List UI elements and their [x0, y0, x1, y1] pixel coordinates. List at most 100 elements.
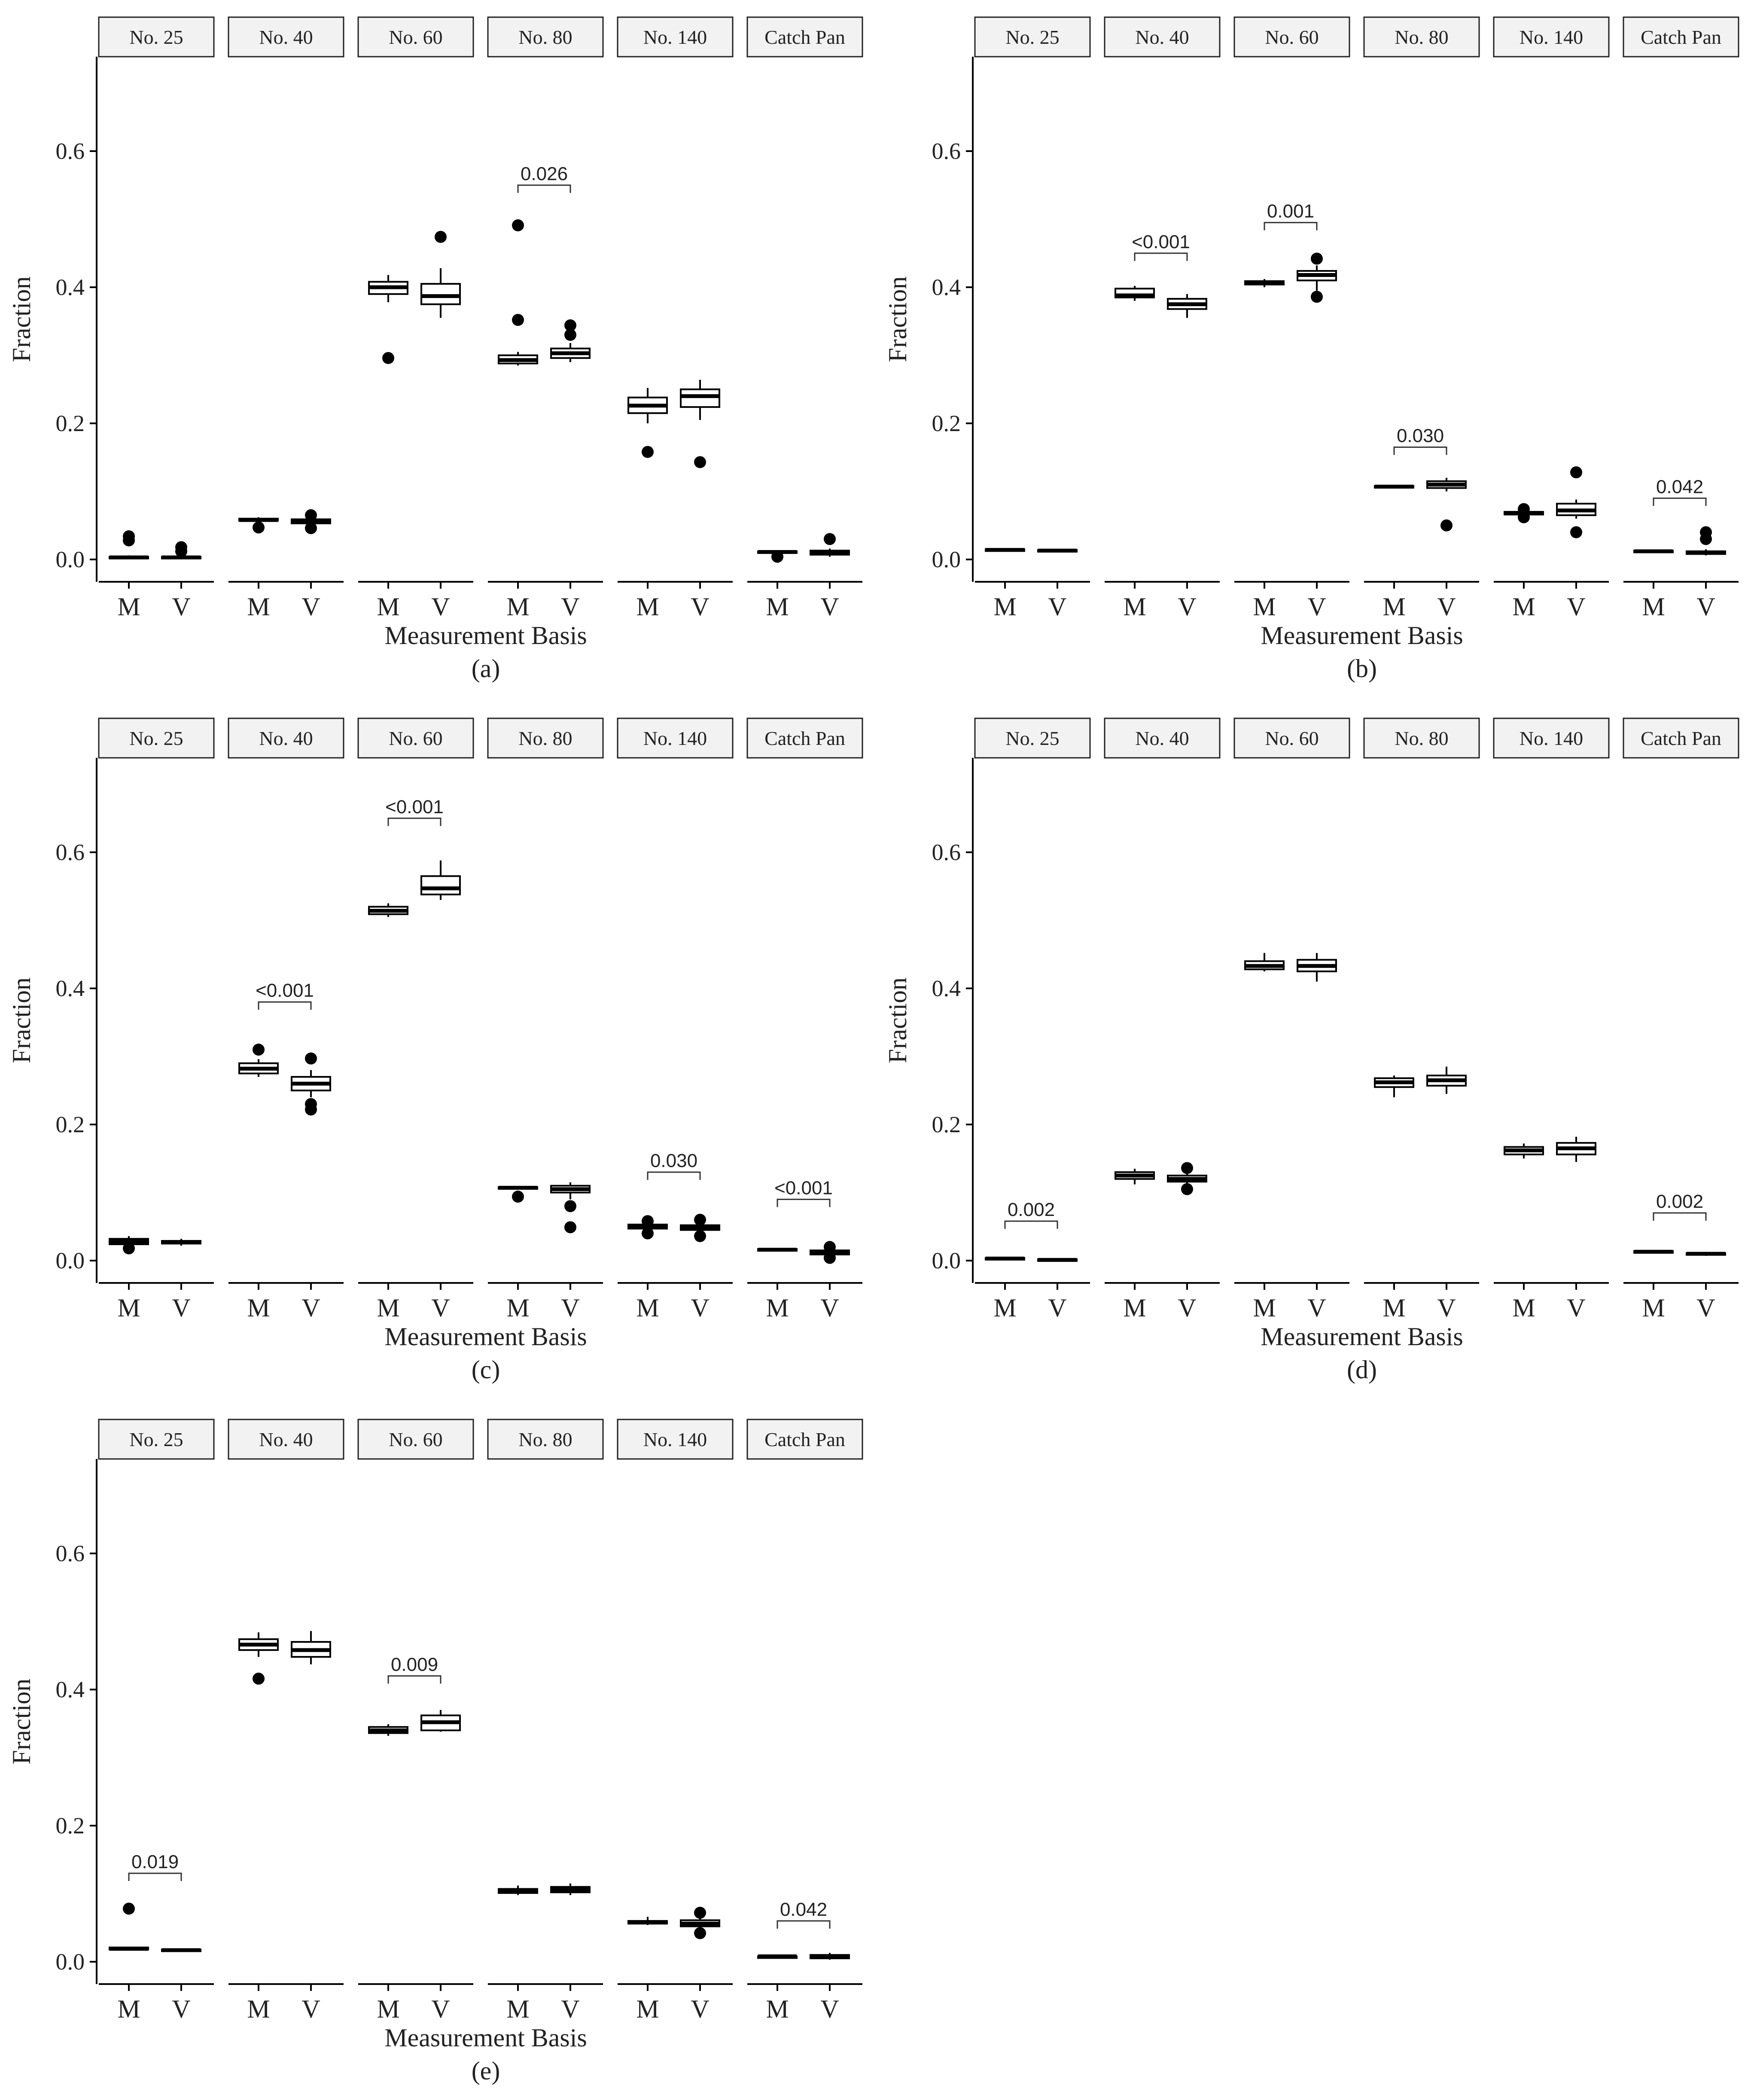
- box-M: [627, 1917, 668, 1925]
- box-V: [1297, 252, 1337, 303]
- facet-strip: [1104, 16, 1221, 58]
- significance-label: <0.001: [1132, 231, 1190, 252]
- significance-label: 0.026: [521, 163, 568, 184]
- box-V: [1297, 953, 1337, 982]
- facet-strip-label: No. 25: [1005, 727, 1059, 749]
- x-tick-label: M: [247, 1995, 270, 2023]
- facet-strip-label: Catch Pan: [764, 1428, 845, 1450]
- y-axis-title: Fraction: [883, 277, 912, 362]
- facet-strip: [746, 1419, 863, 1460]
- facet-5: Catch Pan M V <0.001: [746, 717, 863, 1322]
- significance-bracket: [1653, 1212, 1707, 1221]
- box-V: [1037, 548, 1078, 553]
- facet-3: No. 80 M V: [487, 1419, 604, 2023]
- significance-bracket: [647, 1171, 701, 1180]
- outlier-point: [253, 521, 265, 534]
- box-M: [1374, 484, 1414, 489]
- box-M: [1504, 503, 1544, 523]
- facet-strip: [617, 16, 734, 58]
- box-M: [238, 517, 279, 534]
- outlier-point: [1570, 526, 1582, 538]
- x-tick-label: M: [506, 1294, 529, 1322]
- x-tick-label: M: [377, 1294, 399, 1322]
- y-tick-label: 0.4: [932, 274, 961, 300]
- outlier-point: [435, 231, 447, 243]
- y-tick-label: 0.4: [932, 976, 961, 1001]
- panel-svg: 0.0 0.2 0.4 0.6 Fraction No. 25 M V 0.002 No. 40 M…: [883, 717, 1739, 1384]
- x-tick-label: V: [1696, 1294, 1715, 1322]
- facet-strip-label: No. 140: [1520, 727, 1583, 749]
- x-tick-label: M: [1383, 593, 1405, 621]
- box-M: [627, 388, 668, 458]
- outlier-point: [175, 541, 187, 553]
- x-tick-label: M: [117, 593, 140, 621]
- x-axis-title: Measurement Basis: [1261, 621, 1463, 650]
- panel-svg: 0.0 0.2 0.4 0.6 Fraction No. 25 M V No. 40 M V <0.0…: [7, 717, 863, 1384]
- significance-bracket: [1004, 1220, 1058, 1229]
- y-tick-label: 0.2: [56, 1112, 85, 1137]
- facet-strip-label: No. 60: [1265, 26, 1319, 48]
- significance-label: <0.001: [256, 980, 314, 1001]
- x-tick-label: M: [1512, 1294, 1535, 1322]
- facet-0: No. 25 M V 0.002: [974, 717, 1091, 1322]
- significance-bracket: [777, 1920, 831, 1929]
- facet-strip: [974, 16, 1091, 58]
- y-axis-title: Fraction: [883, 978, 912, 1064]
- facet-strip: [228, 16, 344, 58]
- x-tick-label: V: [301, 593, 320, 621]
- box-V: [680, 1906, 720, 1939]
- facet-strip-label: No. 25: [129, 1428, 183, 1450]
- x-tick-label: V: [1048, 593, 1066, 621]
- y-tick-label: 0.0: [56, 1248, 85, 1273]
- box-iqr: [420, 283, 461, 305]
- outlier-point: [642, 1227, 654, 1240]
- y-tick-label: 0.2: [932, 1112, 961, 1137]
- box-M: [757, 1954, 798, 1959]
- x-tick-label: M: [1512, 593, 1535, 621]
- significance-label: 0.001: [1267, 201, 1314, 222]
- x-tick-label: M: [1642, 593, 1665, 621]
- outlier-point: [824, 1241, 836, 1253]
- box-M: [1115, 286, 1155, 301]
- box-M: [238, 1632, 279, 1685]
- facet-3: No. 80 M V: [1363, 717, 1480, 1322]
- facet-4: No. 140 M V: [1493, 16, 1610, 621]
- facet-strip: [1233, 717, 1350, 759]
- box-M: [985, 1256, 1025, 1261]
- outlier-point: [1700, 526, 1712, 538]
- facet-3: No. 80 M V 0.026: [487, 16, 604, 621]
- outlier-point: [1181, 1183, 1193, 1195]
- facet-2: No. 60 M V: [357, 16, 474, 621]
- x-tick-label: V: [1437, 1294, 1456, 1322]
- facet-4: No. 140 M V: [1493, 717, 1610, 1322]
- y-tick-label: 0.0: [932, 547, 961, 572]
- facet-4: No. 140 M V: [617, 16, 734, 621]
- facet-strip-label: No. 140: [643, 727, 707, 749]
- outlier-point: [694, 1230, 706, 1242]
- facet-strip-label: No. 80: [518, 26, 572, 48]
- y-tick-label: 0.0: [932, 1248, 961, 1273]
- y-tick-label: 0.4: [56, 274, 85, 300]
- facet-strip-label: No. 140: [1520, 26, 1583, 48]
- x-tick-label: V: [431, 1294, 450, 1322]
- facet-1: No. 40 M V: [228, 1419, 344, 2023]
- outlier-point: [642, 1215, 654, 1228]
- x-axis-title: Measurement Basis: [384, 2024, 587, 2052]
- facet-strip-label: No. 140: [643, 26, 707, 48]
- facet-strip: [1623, 717, 1739, 759]
- outlier-point: [824, 1252, 836, 1264]
- x-tick-label: M: [636, 1995, 659, 2023]
- facet-strip-label: No. 80: [518, 727, 572, 749]
- box-M: [1633, 549, 1674, 553]
- facet-2: No. 60 M V 0.009: [357, 1419, 474, 2023]
- box-M: [498, 1185, 538, 1203]
- y-tick-label: 0.6: [56, 138, 85, 164]
- significance-bracket: [387, 1675, 442, 1684]
- facet-strip: [1493, 717, 1610, 759]
- x-tick-label: V: [301, 1995, 320, 2023]
- x-tick-label: V: [1696, 593, 1715, 621]
- outlier-point: [1311, 291, 1323, 303]
- x-tick-label: M: [993, 593, 1016, 621]
- facet-5: Catch Pan M V: [746, 16, 863, 621]
- significance-label: 0.002: [1656, 1191, 1703, 1212]
